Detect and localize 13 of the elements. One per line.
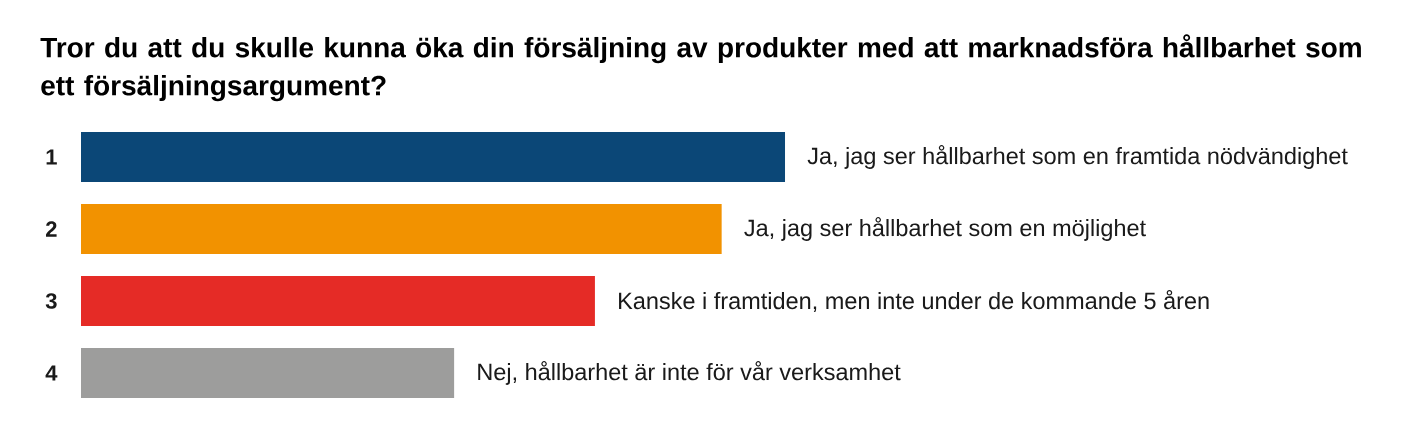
bar [81,348,455,399]
y-tick-label: 3 [45,293,57,309]
annotation: Kanske i framtiden, men inte under de kommande 5 åren [619,290,1209,312]
bar [81,204,722,255]
annotation: Ja, jag ser hållbarhet som en möjlighet [744,217,1146,241]
y-tick-label: 4 [45,365,58,381]
annotation: Ja, jag ser hållbarhet som en framtida nödvändighet [807,145,1348,169]
annotation: Nej, hållbarhet är inte för vår verksamhet [478,361,901,385]
y-tick-label: 2 [46,221,57,237]
y-tick-label: 1 [46,149,57,165]
bar [81,132,786,183]
bar [81,276,595,327]
chart-title: Tror du att du skulle kunna öka din försäljning av produkter med att marknadsföra hållbarhet som ett försäljningsargument? [40,34,1361,102]
